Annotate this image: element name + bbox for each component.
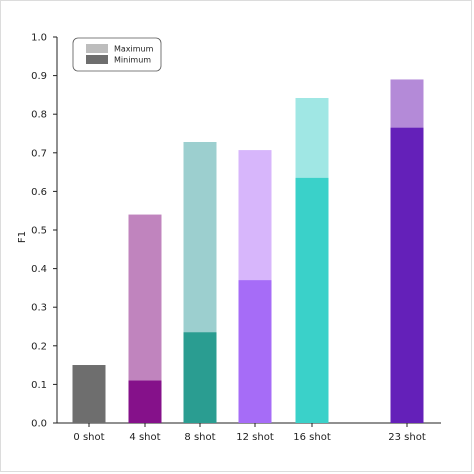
legend-label-maximum: Maximum <box>114 45 154 54</box>
x-ticks: 0 shot 4 shot 8 shot 12 shot 16 shot 23 shot <box>73 423 426 443</box>
legend-box <box>72 37 162 72</box>
y-tick-label: 0.0 <box>31 419 47 430</box>
legend-label-minimum: Minimum <box>114 56 151 65</box>
bars <box>72 79 424 424</box>
x-tick-label: 0 shot <box>73 432 104 443</box>
x-tick-label: 23 shot <box>388 432 426 443</box>
x-tick-label: 16 shot <box>293 432 331 443</box>
y-tick-label: 0.8 <box>31 110 47 121</box>
bar-minimum-0-shot <box>72 365 106 423</box>
y-tick-label: 0.1 <box>31 380 47 391</box>
bar-minimum-4-shot <box>128 380 162 423</box>
y-tick-label: 0.9 <box>31 71 47 82</box>
y-tick-label: 1.0 <box>31 33 47 44</box>
x-tick-label: 12 shot <box>236 432 274 443</box>
y-tick-label: 0.4 <box>31 264 47 275</box>
x-tick-label: 4 shot <box>129 432 160 443</box>
bar-minimum-12-shot <box>238 280 272 423</box>
y-tick-label: 0.2 <box>31 341 47 352</box>
y-tick-label: 0.6 <box>31 187 47 198</box>
y-axis-label: F1 <box>17 231 28 243</box>
bar-minimum-8-shot <box>183 332 217 423</box>
bar-minimum-23-shot <box>390 127 424 424</box>
x-tick-label: 8 shot <box>184 432 215 443</box>
legend-swatch-maximum <box>86 44 108 53</box>
bar-minimum-16-shot <box>295 177 329 423</box>
legend: Maximum Minimum <box>72 37 162 72</box>
y-tick-label: 0.7 <box>31 148 47 159</box>
y-tick-label: 0.3 <box>31 303 47 314</box>
y-tick-label: 0.5 <box>31 226 47 237</box>
y-ticks: 0.0 0.1 0.2 0.3 0.4 0.5 0.6 0.7 0.8 0.9 1.0 <box>31 33 57 430</box>
legend-swatch-minimum <box>86 55 108 64</box>
